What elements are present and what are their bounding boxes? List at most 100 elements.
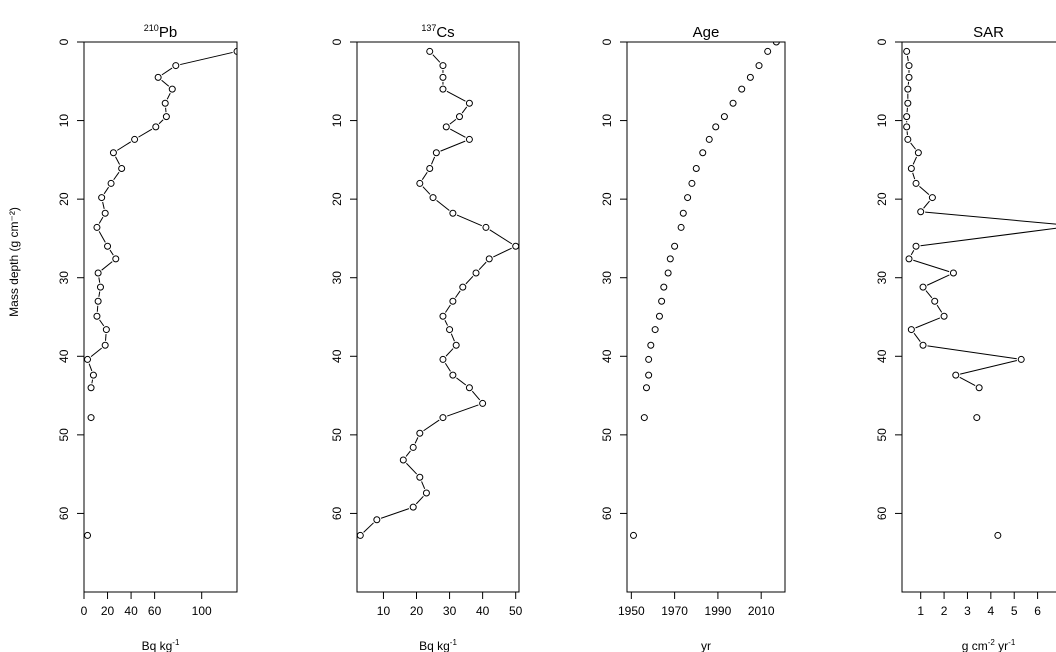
data-point	[109, 149, 117, 157]
data-line-segment	[115, 156, 121, 165]
data-point	[645, 355, 653, 363]
data-line-segment	[912, 156, 917, 165]
x-axis-label: Bq kg-1	[142, 638, 180, 652]
data-line-segment	[906, 55, 909, 62]
data-point	[426, 47, 434, 55]
data-point	[439, 85, 447, 93]
data-line-segment	[98, 291, 101, 297]
data-point	[452, 341, 460, 349]
data-point	[651, 326, 659, 334]
data-line-segment	[959, 376, 976, 387]
data-point	[98, 194, 106, 202]
data-point	[928, 194, 936, 202]
data-point	[455, 113, 463, 121]
data-point	[465, 99, 473, 107]
data-series	[84, 47, 237, 539]
x-tick-label: 2010	[748, 604, 775, 618]
data-line-segment	[180, 51, 233, 66]
data-line-segment	[910, 142, 916, 150]
panel-title: 210Pb	[144, 23, 177, 41]
data-point	[949, 269, 957, 277]
y-tick-label: 10	[330, 114, 344, 128]
data-line-segment	[166, 92, 171, 100]
x-tick-label: 2	[941, 604, 948, 618]
data-line-segment	[158, 119, 164, 125]
data-point	[746, 73, 754, 81]
data-point	[439, 62, 447, 70]
data-point	[465, 384, 473, 392]
data-point	[666, 255, 674, 263]
y-tick-label: 30	[330, 271, 344, 285]
data-point	[168, 85, 176, 93]
data-series	[629, 42, 780, 539]
data-point	[912, 179, 920, 187]
data-point	[107, 179, 115, 187]
data-point	[699, 149, 707, 157]
x-axis-label: g cm-2 yr-1	[962, 638, 1016, 652]
data-point	[940, 312, 948, 320]
y-tick-label: 40	[330, 349, 344, 363]
y-tick-label: 0	[875, 38, 889, 45]
data-point	[485, 255, 493, 263]
data-point	[96, 283, 104, 291]
data-point	[755, 62, 763, 70]
data-point	[449, 371, 457, 379]
x-tick-label: 40	[476, 604, 490, 618]
data-point	[162, 113, 170, 121]
data-point	[446, 326, 454, 334]
data-line-segment	[465, 275, 474, 285]
x-axis-label: yr	[701, 639, 711, 652]
data-line-segment	[432, 54, 441, 63]
chart-panel-1: 210Pb Bq kg-1 0 20 40 60 100 0 10 20 30 40 50 60	[57, 23, 238, 652]
data-line-segment	[445, 348, 454, 357]
data-point	[94, 269, 102, 277]
data-line-segment	[105, 334, 107, 341]
data-point	[465, 135, 473, 143]
data-line-segment	[449, 118, 457, 125]
data-line-segment	[455, 290, 461, 298]
data-line-segment	[489, 229, 513, 245]
data-line-segment	[422, 186, 431, 195]
y-tick-label: 30	[875, 271, 889, 285]
data-point	[161, 99, 169, 107]
y-tick-label: 0	[600, 38, 614, 45]
x-tick-label: 1950	[618, 604, 645, 618]
data-point	[905, 73, 913, 81]
x-tick-label: 100	[192, 604, 212, 618]
y-tick-label: 40	[875, 349, 889, 363]
y-tick-label: 60	[330, 506, 344, 520]
data-point	[679, 209, 687, 217]
data-line-segment	[920, 227, 1056, 247]
x-tick-label: 1990	[705, 604, 732, 618]
data-point	[459, 283, 467, 291]
x-tick-label: 1970	[661, 604, 688, 618]
chart-panel-3: Age yr 1950 1970 1990 2010 0 10 20 30 40 50 60	[600, 24, 786, 652]
y-tick-label: 50	[875, 428, 889, 442]
y-axis-label: Mass depth (g cm⁻²)	[7, 207, 21, 317]
panel-title: SAR	[973, 24, 1004, 41]
data-point	[903, 113, 911, 121]
data-point	[903, 123, 911, 131]
data-line-segment	[449, 128, 466, 138]
data-line-segment	[99, 319, 105, 327]
data-point	[973, 414, 981, 422]
x-tick-label: 6	[1034, 604, 1041, 618]
data-line-segment	[103, 186, 109, 195]
data-point	[432, 149, 440, 157]
y-tick-label: 10	[600, 114, 614, 128]
x-tick-label: 0	[81, 604, 88, 618]
chart-panel-2: 137Cs Bq kg-1 10 20 30 40 50 0 10 20 30 40 50 60	[330, 23, 523, 652]
data-point	[87, 414, 95, 422]
data-point	[93, 223, 101, 231]
data-line-segment	[98, 216, 104, 224]
x-tick-label: 4	[987, 604, 994, 618]
data-point	[512, 242, 519, 250]
data-point	[705, 135, 713, 143]
y-tick-label: 50	[57, 428, 71, 442]
data-point	[112, 255, 120, 263]
data-point	[919, 283, 927, 291]
data-line-segment	[910, 249, 915, 256]
